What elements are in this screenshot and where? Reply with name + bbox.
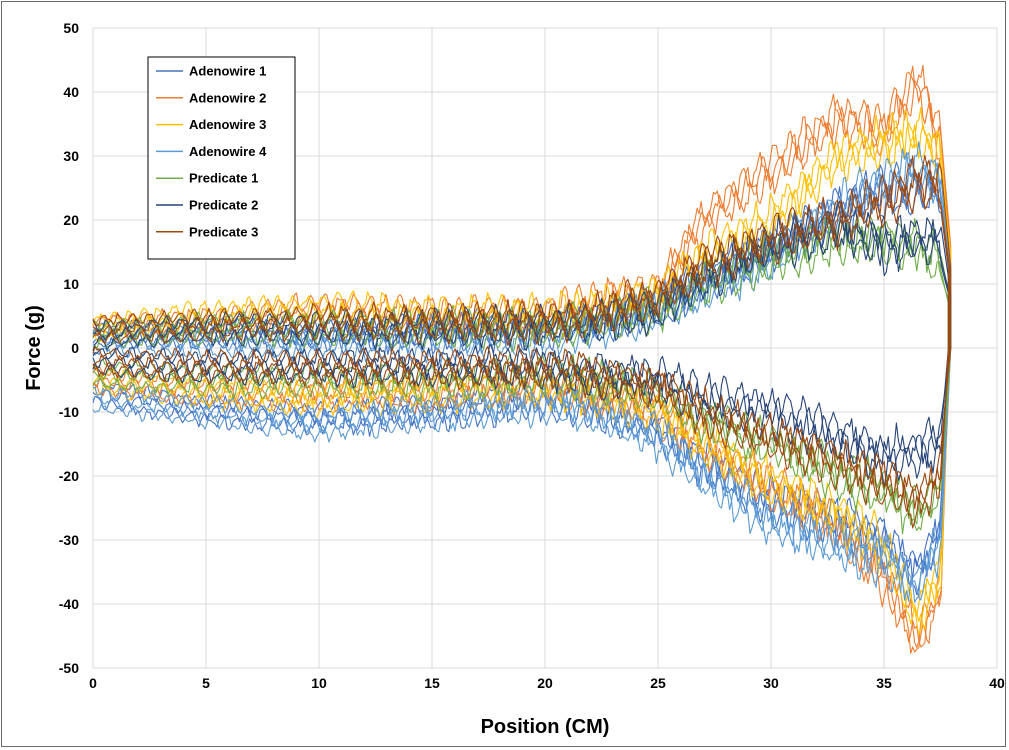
y-tick-label: -20 — [59, 468, 79, 484]
y-tick-label: -50 — [59, 660, 79, 676]
legend-item: Adenowire 2 — [156, 90, 266, 105]
legend-label: Predicate 3 — [189, 224, 258, 239]
legend-label: Predicate 2 — [189, 198, 258, 213]
legend-item: Adenowire 1 — [156, 64, 266, 79]
legend-item: Adenowire 4 — [156, 144, 267, 159]
legend-item: Predicate 3 — [156, 224, 258, 239]
y-tick-label: 30 — [63, 148, 79, 164]
legend-item: Predicate 1 — [156, 171, 258, 186]
x-tick-label: 20 — [537, 675, 553, 691]
series-predicate-3 — [92, 154, 952, 529]
y-tick-label: -10 — [59, 404, 79, 420]
x-tick-label: 35 — [876, 675, 892, 691]
y-axis-title: Force (g) — [23, 305, 45, 391]
legend-box — [147, 56, 296, 260]
legend-label: Predicate 1 — [189, 171, 258, 186]
x-tick-label: 30 — [763, 675, 779, 691]
legend-label: Adenowire 3 — [189, 117, 266, 132]
x-tick-label: 5 — [202, 675, 210, 691]
y-tick-label: 0 — [71, 340, 79, 356]
x-tick-label: 10 — [311, 675, 327, 691]
x-tick-label: 40 — [989, 675, 1005, 691]
y-tick-label: -30 — [59, 532, 79, 548]
series-line — [92, 171, 949, 529]
tick-labels: 0 5 10 15 20 25 30 35 40 50 40 30 20 10 0 -10 -20 -30 -40 -… — [59, 20, 1005, 691]
y-tick-label: 50 — [63, 20, 79, 36]
legend-label: Adenowire 1 — [189, 64, 266, 79]
x-tick-label: 0 — [89, 675, 97, 691]
legend: Adenowire 1 Adenowire 2 Adenowire 3 Adenowi… — [147, 56, 296, 260]
legend-label: Adenowire 4 — [189, 144, 267, 159]
series-line — [92, 154, 952, 510]
legend-label: Adenowire 2 — [189, 90, 266, 105]
y-tick-label: 20 — [63, 212, 79, 228]
x-tick-label: 15 — [424, 675, 440, 691]
x-tick-label: 25 — [650, 675, 666, 691]
axes — [92, 28, 997, 669]
y-tick-label: 40 — [63, 84, 79, 100]
legend-item: Predicate 2 — [156, 198, 258, 213]
legend-item: Adenowire 3 — [156, 117, 266, 132]
y-tick-label: -40 — [59, 596, 79, 612]
y-tick-label: 10 — [63, 276, 79, 292]
series-group — [92, 64, 952, 654]
x-axis-title: Position (CM) — [481, 716, 610, 738]
